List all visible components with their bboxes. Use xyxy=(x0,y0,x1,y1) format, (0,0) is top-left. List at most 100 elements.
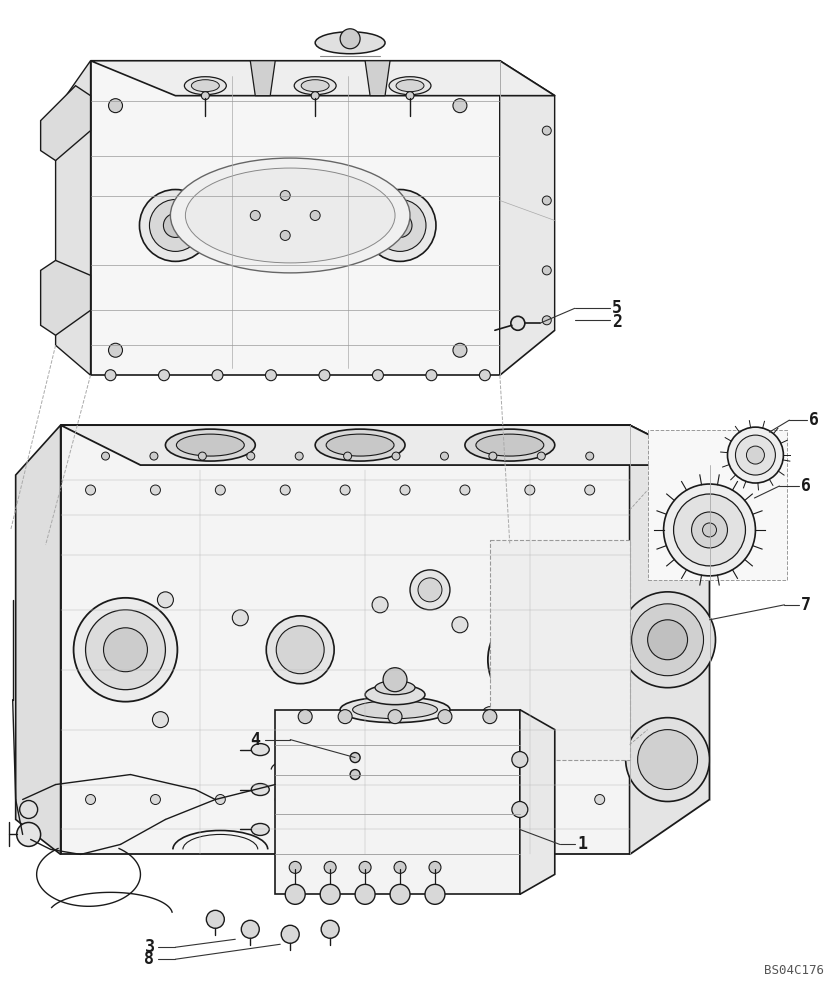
Circle shape xyxy=(17,822,41,846)
Circle shape xyxy=(390,884,410,904)
Circle shape xyxy=(383,668,407,692)
Circle shape xyxy=(278,213,302,237)
Circle shape xyxy=(104,628,147,672)
Circle shape xyxy=(340,29,360,49)
Polygon shape xyxy=(16,425,60,854)
Circle shape xyxy=(392,717,408,733)
Circle shape xyxy=(289,861,301,873)
Circle shape xyxy=(517,638,562,682)
Circle shape xyxy=(140,190,212,261)
Circle shape xyxy=(157,592,173,608)
Polygon shape xyxy=(365,61,390,96)
Circle shape xyxy=(163,213,187,237)
Circle shape xyxy=(298,710,312,724)
Polygon shape xyxy=(60,425,630,854)
Circle shape xyxy=(425,884,445,904)
Circle shape xyxy=(674,494,746,566)
Circle shape xyxy=(747,446,764,464)
Circle shape xyxy=(74,598,177,702)
Circle shape xyxy=(201,92,209,100)
Circle shape xyxy=(625,718,710,801)
Circle shape xyxy=(344,452,352,460)
Circle shape xyxy=(392,452,400,460)
Text: 3: 3 xyxy=(145,938,155,956)
Circle shape xyxy=(150,200,201,251)
Circle shape xyxy=(216,485,226,495)
Circle shape xyxy=(453,99,467,113)
Ellipse shape xyxy=(389,77,431,95)
Text: BS04C176: BS04C176 xyxy=(764,964,824,977)
Ellipse shape xyxy=(340,697,450,723)
Polygon shape xyxy=(490,540,630,760)
Circle shape xyxy=(198,452,206,460)
Text: 5: 5 xyxy=(612,299,622,317)
Circle shape xyxy=(470,795,480,804)
Ellipse shape xyxy=(171,158,410,273)
Circle shape xyxy=(109,99,123,113)
Circle shape xyxy=(619,592,716,688)
Text: 6: 6 xyxy=(809,411,819,429)
Circle shape xyxy=(266,370,277,381)
Circle shape xyxy=(280,485,290,495)
Circle shape xyxy=(321,920,339,938)
Polygon shape xyxy=(56,61,90,375)
Circle shape xyxy=(452,617,468,633)
Circle shape xyxy=(460,485,470,495)
Circle shape xyxy=(281,925,299,943)
Circle shape xyxy=(727,427,783,483)
Circle shape xyxy=(105,370,116,381)
Polygon shape xyxy=(250,61,275,96)
Circle shape xyxy=(405,795,415,804)
Text: 4: 4 xyxy=(250,731,260,749)
Circle shape xyxy=(441,452,448,460)
Circle shape xyxy=(150,452,158,460)
Ellipse shape xyxy=(176,434,244,456)
Circle shape xyxy=(340,485,350,495)
Ellipse shape xyxy=(476,434,543,456)
Ellipse shape xyxy=(326,434,394,456)
Polygon shape xyxy=(500,61,555,375)
Circle shape xyxy=(512,752,528,768)
Circle shape xyxy=(543,316,551,325)
Circle shape xyxy=(691,512,727,548)
Circle shape xyxy=(483,710,497,724)
Ellipse shape xyxy=(252,823,269,835)
Circle shape xyxy=(535,795,545,804)
Circle shape xyxy=(216,795,226,804)
Circle shape xyxy=(538,452,545,460)
Circle shape xyxy=(250,210,260,220)
Ellipse shape xyxy=(353,701,437,719)
Circle shape xyxy=(482,707,498,723)
Circle shape xyxy=(638,730,697,790)
Circle shape xyxy=(488,608,592,712)
Circle shape xyxy=(310,210,320,220)
Circle shape xyxy=(388,213,412,237)
Circle shape xyxy=(492,557,507,573)
Circle shape xyxy=(109,343,123,357)
Circle shape xyxy=(374,200,426,251)
Circle shape xyxy=(632,604,704,676)
Circle shape xyxy=(438,710,452,724)
Circle shape xyxy=(418,578,442,602)
Circle shape xyxy=(350,753,360,763)
Ellipse shape xyxy=(365,685,425,705)
Circle shape xyxy=(394,861,406,873)
Circle shape xyxy=(584,485,594,495)
Circle shape xyxy=(648,620,687,660)
Circle shape xyxy=(479,370,491,381)
Text: 6: 6 xyxy=(802,477,812,495)
Circle shape xyxy=(85,795,95,804)
Ellipse shape xyxy=(166,429,255,461)
Circle shape xyxy=(311,92,319,100)
Circle shape xyxy=(340,795,350,804)
Circle shape xyxy=(355,884,375,904)
Circle shape xyxy=(426,370,437,381)
Circle shape xyxy=(500,620,579,700)
Circle shape xyxy=(350,770,360,780)
Text: 8: 8 xyxy=(145,950,155,968)
Ellipse shape xyxy=(191,80,219,92)
Circle shape xyxy=(364,190,436,261)
Circle shape xyxy=(276,626,324,674)
Circle shape xyxy=(264,200,316,251)
Circle shape xyxy=(101,452,110,460)
